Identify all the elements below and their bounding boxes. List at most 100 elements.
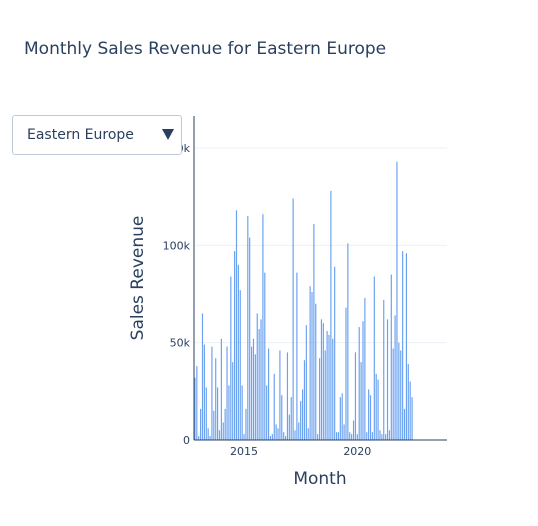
region-dropdown[interactable]: Eastern Europe	[12, 115, 182, 155]
bar	[284, 436, 287, 440]
bar	[262, 214, 264, 440]
bar	[288, 414, 290, 440]
bar	[388, 430, 390, 440]
bar	[235, 210, 238, 440]
bar	[207, 428, 209, 440]
bar	[411, 397, 413, 440]
bar	[315, 303, 317, 440]
bar	[266, 385, 268, 440]
bar	[301, 389, 304, 440]
bar	[267, 348, 270, 440]
bar	[211, 346, 213, 440]
bar	[335, 432, 338, 440]
bar	[339, 397, 341, 440]
x-axis-title: Month	[293, 469, 346, 489]
bar	[222, 422, 224, 440]
bar	[300, 401, 302, 440]
bar	[232, 362, 234, 440]
bar	[330, 190, 332, 440]
bar	[296, 272, 298, 440]
bar	[383, 299, 385, 440]
bar	[228, 385, 230, 440]
bar	[326, 330, 328, 440]
bar	[317, 434, 319, 440]
bar	[213, 410, 215, 440]
bar	[379, 430, 381, 440]
bar	[377, 379, 379, 440]
bar	[286, 352, 289, 440]
bar	[347, 243, 349, 440]
bar	[371, 432, 374, 440]
bar	[264, 272, 266, 440]
bar	[247, 216, 249, 440]
bar	[215, 358, 217, 440]
bar	[341, 393, 343, 440]
bar	[273, 373, 275, 440]
bar	[332, 338, 334, 440]
bar-series	[194, 161, 413, 440]
bar	[201, 313, 204, 440]
chart-title: Monthly Sales Revenue for Eastern Europe	[24, 39, 387, 59]
bar	[402, 251, 404, 440]
bar	[364, 297, 366, 440]
bar	[198, 436, 200, 440]
bar	[234, 251, 236, 440]
bar	[258, 329, 260, 440]
bar	[279, 350, 281, 440]
bar	[313, 223, 315, 440]
bar	[403, 408, 406, 440]
bar	[324, 350, 326, 440]
bar	[375, 373, 377, 440]
bar	[381, 434, 383, 440]
bar	[245, 408, 247, 440]
bar	[351, 434, 353, 440]
bar	[349, 432, 351, 440]
bar	[196, 366, 198, 440]
x-tick-label: 2015	[230, 445, 258, 458]
bar	[345, 307, 347, 440]
bar	[394, 315, 396, 440]
bar	[318, 358, 321, 440]
bar	[283, 432, 285, 440]
triangle-down-icon	[162, 129, 174, 140]
bar	[409, 381, 411, 440]
bar	[254, 354, 256, 440]
bar	[337, 432, 340, 440]
bar	[220, 338, 222, 440]
bar	[292, 198, 294, 440]
y-axis-title: Sales Revenue	[128, 216, 148, 341]
region-dropdown-label: Eastern Europe	[27, 127, 134, 143]
bar	[305, 325, 307, 440]
bar	[298, 422, 300, 440]
bar	[398, 342, 400, 440]
bar	[366, 432, 368, 440]
gridlines	[194, 147, 447, 344]
bar	[277, 428, 279, 440]
bar	[260, 319, 262, 440]
bar	[368, 389, 370, 440]
bar	[400, 350, 402, 440]
bar	[239, 290, 241, 440]
bar	[311, 292, 313, 440]
bar	[252, 338, 255, 440]
bar	[405, 253, 407, 440]
bar	[309, 286, 311, 440]
bar	[243, 434, 245, 440]
y-tick-label: 0	[183, 434, 190, 447]
y-tick-label: 50k	[170, 337, 191, 350]
bar	[230, 276, 232, 440]
bar	[362, 321, 364, 440]
x-tick-labels: 2015 2020	[230, 445, 371, 458]
bar	[369, 395, 372, 440]
bar	[281, 395, 283, 440]
bar	[203, 344, 205, 440]
bar	[343, 424, 345, 440]
bar	[251, 346, 253, 440]
bar	[358, 327, 360, 440]
bar	[226, 346, 228, 440]
bar	[237, 264, 239, 440]
bar	[386, 319, 389, 440]
bar	[303, 360, 306, 440]
bar	[217, 387, 219, 440]
bar	[320, 319, 323, 440]
